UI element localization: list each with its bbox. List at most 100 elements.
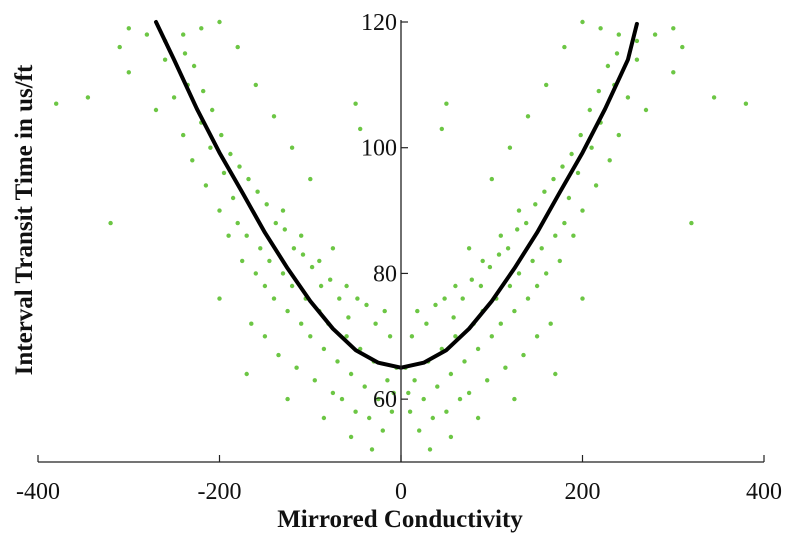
data-point — [525, 296, 531, 301]
data-point — [217, 19, 222, 25]
data-point — [553, 233, 558, 238]
data-point — [353, 101, 358, 106]
data-point — [210, 107, 215, 113]
data-point — [462, 359, 467, 364]
data-point — [539, 246, 544, 251]
data-point — [253, 271, 258, 276]
data-point — [108, 220, 113, 226]
data-point — [291, 246, 297, 251]
y-axis-title: Interval Transit Time in us/ft — [11, 64, 38, 375]
data-point — [451, 315, 456, 320]
data-point — [344, 334, 349, 339]
data-point — [530, 258, 535, 264]
data-point — [271, 296, 277, 301]
data-point — [453, 283, 458, 289]
data-point — [85, 95, 91, 100]
data-point — [258, 246, 263, 251]
data-point — [580, 19, 585, 25]
y-tick-label: 80 — [373, 261, 397, 287]
data-point — [634, 38, 640, 44]
data-point — [503, 365, 508, 370]
data-point — [294, 365, 299, 370]
data-point — [562, 220, 567, 226]
data-point — [244, 233, 249, 238]
data-point — [276, 352, 281, 358]
data-point — [407, 409, 413, 414]
data-point — [262, 334, 268, 339]
data-point — [671, 70, 676, 75]
data-point — [598, 26, 603, 31]
data-point — [466, 390, 472, 396]
data-point — [409, 334, 415, 339]
data-point — [201, 88, 206, 94]
data-point — [253, 82, 258, 88]
data-point — [515, 227, 520, 232]
data-point — [575, 170, 581, 176]
data-point — [544, 82, 549, 88]
data-point — [249, 321, 254, 326]
data-point — [553, 371, 558, 377]
data-point — [182, 51, 188, 56]
data-point — [367, 415, 372, 421]
y-tick-label: 120 — [361, 10, 397, 36]
data-point — [421, 396, 426, 402]
data-point — [521, 352, 526, 358]
data-point — [457, 396, 463, 402]
data-point — [607, 158, 612, 163]
data-point — [534, 283, 540, 289]
data-point — [533, 202, 538, 207]
data-point — [237, 164, 242, 169]
data-point — [557, 258, 562, 264]
data-point — [489, 334, 494, 339]
data-point — [569, 151, 574, 157]
data-point — [616, 32, 621, 37]
data-point — [317, 258, 322, 264]
y-tick-label: 100 — [361, 136, 397, 162]
data-point — [516, 208, 522, 213]
y-axis-ticks: 60 80 100 120 — [361, 10, 408, 413]
data-point — [318, 283, 324, 289]
data-point — [353, 409, 358, 414]
scatter-points — [54, 19, 749, 452]
data-point — [391, 390, 396, 396]
data-point — [743, 101, 749, 106]
data-point — [480, 258, 485, 264]
data-point — [335, 359, 340, 364]
data-point — [485, 378, 490, 383]
x-tick-label: 0 — [395, 479, 407, 505]
data-point — [54, 101, 59, 106]
data-point — [299, 233, 304, 238]
x-tick-label: 200 — [565, 479, 601, 505]
data-point — [246, 176, 251, 182]
data-point — [226, 233, 231, 238]
data-point — [406, 390, 411, 396]
data-point — [308, 176, 313, 182]
data-point — [571, 233, 576, 238]
data-point — [516, 271, 522, 276]
data-point — [153, 107, 159, 113]
data-point — [671, 26, 676, 31]
data-point — [262, 283, 268, 289]
data-point — [348, 371, 354, 377]
data-point — [364, 302, 369, 308]
data-point — [309, 264, 315, 270]
data-point — [289, 283, 295, 289]
data-point — [448, 434, 454, 440]
data-point — [560, 164, 565, 169]
data-point — [369, 447, 375, 452]
data-point — [235, 220, 240, 226]
data-point — [498, 233, 503, 238]
data-point — [614, 51, 620, 56]
x-tick-label: -200 — [198, 479, 242, 505]
data-point — [424, 321, 429, 326]
data-point — [548, 321, 553, 326]
data-point — [453, 334, 458, 339]
data-point — [280, 271, 286, 276]
data-point — [217, 296, 222, 301]
data-point — [376, 396, 381, 402]
data-point — [255, 189, 260, 194]
data-point — [507, 145, 513, 150]
data-point — [244, 371, 249, 377]
data-point — [330, 390, 336, 396]
data-point — [524, 220, 529, 226]
